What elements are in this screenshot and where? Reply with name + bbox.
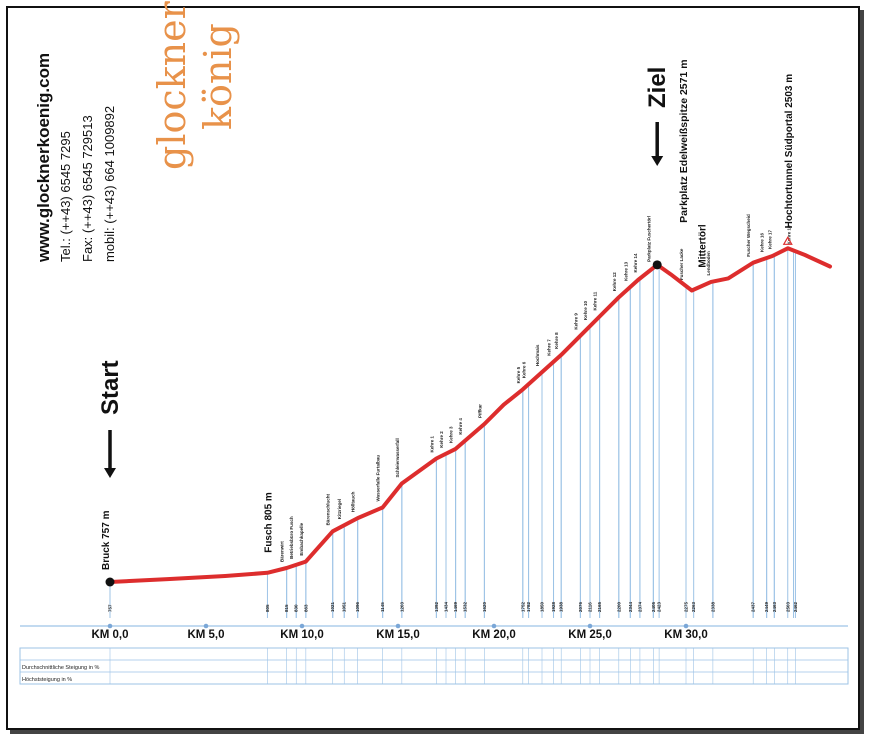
marker-label-bruck: Bruck 757 m (101, 510, 112, 570)
elevation-label: 2344 (628, 601, 633, 612)
gradient-table (19, 647, 849, 685)
start-label: Start (97, 360, 124, 415)
elevation-label: 1021 (330, 601, 335, 612)
elevation-label: 1928 (551, 601, 556, 612)
waypoint-label: Kehre 3 (449, 426, 454, 443)
elevation-label: 2374 (637, 601, 642, 612)
waypoint-label: Kehre 17 (767, 230, 772, 250)
elevation-label: 1096 (355, 601, 360, 612)
x-tick-dot (107, 623, 113, 629)
elevation-label: 863 (303, 604, 308, 612)
waypoint-label: Kehre 4 (458, 418, 463, 435)
x-tick-label: KM 25,0 (568, 629, 611, 641)
waypoint-label: Kehre 8 (554, 332, 559, 349)
x-tick-label: KM 20,0 (472, 629, 515, 641)
waypoint-label: Kehre 2 (439, 431, 444, 448)
waypoint-label: Kitzriegel (337, 499, 342, 519)
elevation-label: 2263 (691, 601, 696, 612)
waypoint-label: Hochmais (535, 344, 540, 366)
waypoint-label: Kehre 6 (522, 361, 527, 378)
table-row-label: Durchschnittliche Steigung in % (22, 665, 99, 671)
waypoint-label: Fuscher Wegscheid (746, 214, 751, 257)
elevation-label: 2503 (785, 601, 790, 612)
elevation-label: 2405 (651, 601, 656, 612)
start-arrow-head (104, 468, 116, 478)
annotation-label: Hochtortunnel Südportal 2503 m (784, 74, 795, 229)
annotation-label: Mittertörl (697, 224, 708, 268)
waypoint-label: Bärenschlucht (326, 494, 331, 526)
elevation-label: 805 (265, 604, 270, 612)
waypoint-label: Kehre 7 (547, 339, 552, 356)
annotation-label: Fusch 805 m (263, 492, 274, 553)
elevation-label: 1203 (399, 601, 404, 612)
marker-label-edelweiss: Parkplatz Edelweißspitze 2571 m (678, 59, 690, 222)
waypoint-label: Kehre 13 (623, 261, 628, 281)
waypoint-label: Piffkar (477, 404, 482, 418)
waypoint-label: Kehre 18 (787, 225, 792, 245)
elevation-label: 2338 (710, 601, 715, 612)
x-tick-label: KM 30,0 (664, 629, 707, 641)
elevation-label: 2423 (657, 601, 662, 612)
elevation-label: 815 (284, 604, 289, 612)
waypoint-label: Betriebsbüro Fusch (289, 516, 294, 559)
waypoint-label: Kehre 14 (633, 253, 638, 273)
waypoint-label: Wasserfalle Furtalbau (376, 455, 381, 502)
elevation-label: 2463 (772, 601, 777, 612)
elevation-label: 2462 (793, 601, 798, 612)
chart-frame (6, 6, 860, 730)
waypoint-label: Kehre 11 (593, 291, 598, 310)
waypoint-label: Embachkapelle (299, 522, 304, 555)
x-tick-dot (587, 623, 593, 629)
elevation-label: 1145 (380, 602, 385, 612)
elevation-label: 2275 (684, 601, 689, 612)
waypoint-label: Kehre 16 (760, 232, 765, 252)
elevation-label: 1782 (526, 601, 531, 612)
waypoint-label: Fuscher Lacke (679, 248, 684, 280)
waypoint-label: Parkplatz Fuschertörl (646, 216, 651, 262)
x-tick-label: KM 5,0 (187, 629, 224, 641)
hochtor-triangle (782, 236, 793, 245)
elevation-label: 1752 (520, 601, 525, 612)
elevation-label: 1392 (434, 601, 439, 612)
x-tick-label: KM 15,0 (376, 629, 419, 641)
waypoint-label: Kehre 1 (429, 436, 434, 453)
elevation-label: 1434 (444, 601, 449, 612)
elevation-label: 1469 (453, 601, 458, 612)
elevation-label: 2437 (751, 601, 756, 612)
marker-dot (652, 260, 662, 270)
waypoint-label: Bärenwirt (280, 541, 285, 562)
x-tick-label: KM 10,0 (280, 629, 323, 641)
elevation-label: 2449 (764, 601, 769, 612)
x-tick-dot (299, 623, 305, 629)
x-tick-label: KM 0,0 (91, 629, 128, 641)
x-tick-dot (203, 623, 209, 629)
elevation-label: 2165 (597, 601, 602, 612)
waypoint-label: Kehre 5 (516, 366, 521, 383)
elevation-label: 2076 (578, 601, 583, 612)
x-tick-dot (395, 623, 401, 629)
elevation-label: 1051 (342, 601, 347, 612)
waypoint-label: Kehre 10 (583, 301, 588, 321)
ziel-arrow-head (651, 156, 664, 166)
table-row-label: Höchststeigung in % (22, 677, 72, 683)
waypoint-label: Lendboden (706, 251, 711, 275)
elevation-label: 1938 (559, 601, 564, 612)
elevation-label: 1532 (463, 601, 468, 612)
marker-dot (105, 577, 115, 587)
elevation-label: 2116 (588, 602, 593, 612)
waypoint-label: Hölltauch (351, 491, 356, 512)
elevation-label: 830 (294, 604, 299, 612)
waypoint-label: Kehre 12 (612, 272, 617, 292)
elevation-label: 757 (108, 604, 113, 612)
elevation-label: 1620 (482, 601, 487, 612)
elevation-profile-line (108, 246, 832, 584)
elevation-label: 2200 (616, 601, 621, 612)
waypoint-label: Schleierwasserfall (395, 438, 400, 477)
ziel-label: Ziel (644, 67, 671, 108)
x-tick-dot (491, 623, 497, 629)
waypoint-label: Kehre 9 (573, 313, 578, 330)
elevation-label: 1850 (540, 601, 545, 612)
x-tick-dot (683, 623, 689, 629)
